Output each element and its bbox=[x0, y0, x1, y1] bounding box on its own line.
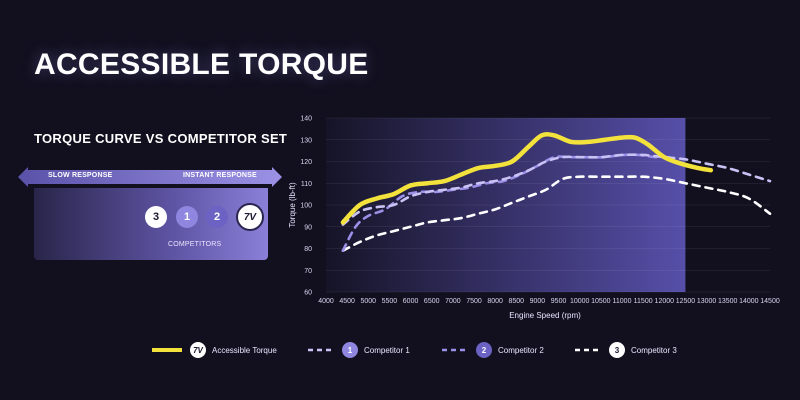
legend-label: Competitor 2 bbox=[498, 345, 544, 355]
slow-response-label: SLOW RESPONSE bbox=[48, 172, 113, 179]
x-tick-label: 6000 bbox=[403, 298, 419, 305]
x-tick-label: 6500 bbox=[424, 298, 440, 305]
competitors-caption: COMPETITORS bbox=[168, 241, 222, 248]
y-tick-label: 130 bbox=[300, 137, 312, 144]
x-tick-label: 13500 bbox=[718, 298, 738, 305]
legend-label: Competitor 1 bbox=[364, 345, 410, 355]
x-tick-label: 8000 bbox=[487, 298, 503, 305]
legend-item-competitor-2: 2 Competitor 2 bbox=[442, 340, 544, 360]
x-tick-label: 14000 bbox=[739, 298, 759, 305]
x-tick-label: 11000 bbox=[613, 298, 632, 305]
legend-line-solid bbox=[152, 348, 182, 352]
x-tick-label: 7000 bbox=[445, 298, 461, 305]
legend-label: Competitor 3 bbox=[631, 345, 677, 355]
chart-subtitle: TORQUE CURVE VS COMPETITOR SET bbox=[34, 131, 288, 146]
x-tick-label: 5500 bbox=[382, 298, 398, 305]
x-tick-label: 14500 bbox=[760, 298, 780, 305]
x-tick-label: 4000 bbox=[318, 298, 334, 305]
x-tick-label: 10500 bbox=[591, 298, 611, 305]
x-tick-label: 10000 bbox=[570, 298, 590, 305]
y-tick-label: 100 bbox=[300, 203, 312, 210]
x-tick-label: 9500 bbox=[551, 298, 567, 305]
legend-item-competitor-3: 3 Competitor 3 bbox=[575, 340, 677, 360]
y-tick-label: 60 bbox=[304, 290, 312, 297]
x-tick-label: 9000 bbox=[530, 298, 546, 305]
response-arrow bbox=[18, 167, 282, 187]
legend-badge-2: 2 bbox=[476, 342, 492, 358]
x-tick-label: 13000 bbox=[697, 298, 717, 305]
chart-legend: 7V Accessible Torque 1 Competitor 1 2 Co… bbox=[0, 340, 800, 360]
competitor-2-badge: 2 bbox=[206, 206, 228, 228]
x-tick-label: 12500 bbox=[676, 298, 696, 305]
x-tick-label: 8500 bbox=[508, 298, 524, 305]
legend-badge-3: 3 bbox=[609, 342, 625, 358]
y-tick-label: 70 bbox=[304, 268, 312, 275]
legend-badge-1: 1 bbox=[342, 342, 358, 358]
competitor-1-badge: 1 bbox=[176, 206, 198, 228]
y-tick-label: 140 bbox=[300, 116, 312, 123]
series-line-competitor-3 bbox=[341, 175, 772, 252]
x-tick-label: 12000 bbox=[655, 298, 675, 305]
y-tick-label: 90 bbox=[304, 224, 312, 231]
competitor-3-badge: 3 bbox=[145, 206, 167, 228]
x-tick-label: 4500 bbox=[339, 298, 355, 305]
y-axis-title: Torque (lb-ft) bbox=[288, 182, 297, 228]
x-axis-title: Engine Speed (rpm) bbox=[509, 311, 581, 320]
legend-label: Accessible Torque bbox=[212, 345, 277, 355]
legend-logo-badge: 7V bbox=[190, 342, 206, 358]
legend-item-accessible-torque: 7V Accessible Torque bbox=[152, 340, 277, 360]
x-tick-label: 7500 bbox=[466, 298, 482, 305]
x-tick-label: 5000 bbox=[360, 298, 376, 305]
instant-response-label: INSTANT RESPONSE bbox=[183, 172, 257, 179]
legend-line-dashed bbox=[442, 348, 468, 352]
y-tick-label: 110 bbox=[301, 181, 312, 188]
y-tick-label: 80 bbox=[304, 246, 312, 253]
y-tick-label: 120 bbox=[300, 159, 312, 166]
page-title: ACCESSIBLE TORQUE bbox=[34, 48, 369, 81]
series-line-competitor-1 bbox=[341, 153, 772, 226]
legend-item-competitor-1: 1 Competitor 1 bbox=[308, 340, 410, 360]
series-line-accessible-torque bbox=[340, 132, 714, 225]
brand-logo-badge: 7V bbox=[236, 203, 264, 231]
legend-line-dashed bbox=[575, 348, 601, 352]
legend-line-dashed bbox=[308, 348, 334, 352]
x-tick-label: 11500 bbox=[634, 298, 653, 305]
